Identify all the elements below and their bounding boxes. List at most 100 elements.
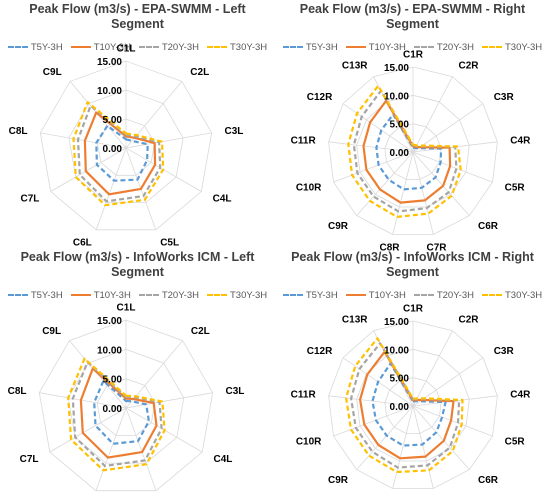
category-label: C13R	[342, 315, 368, 326]
grid-ring	[96, 378, 156, 437]
series-line-t20y-3h	[76, 104, 162, 203]
legend-item-t20y: T20Y-3H	[413, 40, 474, 54]
chart-title: Peak Flow (m3/s) - InfoWorks ICM - Left …	[20, 250, 255, 279]
radar-panel-infoworks-right: Peak Flow (m3/s) - InfoWorks ICM - Right…	[275, 248, 550, 495]
grid-ring	[38, 319, 214, 492]
grid-spoke	[412, 405, 470, 470]
grid-spoke	[392, 151, 414, 235]
category-label: C4R	[510, 136, 531, 147]
grid-spoke	[412, 151, 434, 235]
category-label: C1L	[117, 44, 136, 55]
grid-ring	[356, 348, 470, 462]
legend-item-t30y: T30Y-3H	[482, 288, 542, 302]
category-label: C6R	[478, 475, 499, 486]
legend-item-t20y: T20Y-3H	[138, 40, 199, 54]
chart-title: Peak Flow (m3/s) - InfoWorks ICM - Right…	[291, 250, 534, 279]
category-label: C4R	[510, 390, 531, 401]
legend-item-t30y: T30Y-3H	[482, 40, 542, 54]
chart-legend: T5Y-3H T10Y-3H T20Y-3H T30Y-3H	[275, 40, 550, 54]
legend-label: T30Y-3H	[505, 289, 543, 301]
category-label: C5L	[160, 238, 179, 249]
legend-item-t5y: T5Y-3H	[7, 288, 63, 302]
grid-spoke	[342, 103, 414, 153]
category-label: C1R	[403, 304, 424, 315]
grid-spoke	[412, 151, 493, 183]
legend-label: T5Y-3H	[30, 41, 63, 53]
axis-tick-label: 15.00	[384, 317, 409, 328]
legend-swatch	[413, 294, 434, 296]
legend-label: T10Y-3H	[368, 289, 406, 301]
axis-tick-label: 15.00	[97, 316, 122, 327]
category-label: C9R	[328, 221, 349, 232]
series-line-t10y-3h	[358, 350, 455, 460]
axis-tick-label: 0.00	[390, 148, 410, 159]
series-line-t5y-3h	[95, 124, 149, 182]
category-label: C3L	[226, 386, 245, 397]
category-label: C13R	[342, 61, 368, 72]
legend-label: T10Y-3H	[93, 289, 131, 301]
legend-swatch	[482, 46, 502, 48]
axis-tick-label: 15.00	[97, 57, 122, 68]
radar-plot: 0.005.0010.0015.00C1LC2LC3LC4LC5LC6LC7LC…	[8, 303, 245, 492]
chart-legend: T5Y-3H T10Y-3H T20Y-3H T30Y-3H	[0, 40, 275, 54]
category-label: C9L	[42, 326, 61, 337]
series-line-t30y-3h	[72, 101, 165, 207]
category-label: C5R	[505, 182, 526, 193]
category-label: C8L	[9, 126, 28, 137]
series-line-t20y-3h	[71, 361, 163, 467]
category-label: C3L	[225, 126, 244, 137]
legend-item-t20y: T20Y-3H	[413, 288, 474, 302]
axis-tick-label: 5.00	[103, 375, 123, 386]
axis-tick-label: 0.00	[103, 144, 123, 155]
grid-spoke	[39, 392, 127, 409]
series-line-t5y-3h	[371, 362, 447, 447]
legend-swatch	[282, 46, 303, 48]
category-label: C12R	[307, 346, 333, 357]
grid-spoke	[356, 405, 414, 470]
legend-label: T5Y-3H	[30, 289, 63, 301]
grid-spoke	[40, 132, 127, 149]
series-line-t30y-3h	[344, 337, 464, 474]
legend-swatch	[482, 294, 502, 296]
category-label: C2L	[191, 326, 210, 337]
category-label: C5R	[505, 436, 526, 447]
grid-spoke	[125, 132, 212, 149]
grid-spoke	[49, 407, 127, 453]
radar-plot: 0.005.0010.0015.00C1RC2RC3RC4RC5RC6RC7RC…	[291, 304, 531, 489]
legend-label: T20Y-3H	[436, 289, 474, 301]
category-label: C8R	[379, 243, 400, 254]
legend-item-t30y: T30Y-3H	[207, 40, 267, 54]
axis-tick-label: 5.00	[390, 374, 410, 385]
radar-panel-infoworks-left: Peak Flow (m3/s) - InfoWorks ICM - Left …	[0, 248, 275, 495]
grid-ring	[356, 94, 470, 208]
legend-item-t30y: T30Y-3H	[207, 288, 267, 302]
category-label: C11R	[291, 390, 317, 401]
grid-spoke	[125, 392, 213, 409]
grid-spoke	[412, 76, 453, 153]
grid-spoke	[333, 151, 414, 183]
axis-tick-label: 0.00	[103, 404, 123, 415]
category-label: C11R	[291, 136, 317, 147]
legend-label: T10Y-3H	[93, 41, 131, 53]
grid-spoke	[125, 407, 157, 491]
grid-spoke	[412, 103, 484, 153]
grid-spoke	[333, 405, 414, 437]
category-label: C3R	[494, 92, 515, 103]
category-label: C7L	[20, 194, 39, 205]
legend-swatch	[282, 294, 303, 296]
radar-plot: 0.005.0010.0015.00C1LC2LC3LC4LC5LC6LC7LC…	[9, 44, 244, 249]
category-label: C10R	[296, 436, 322, 447]
legend-label: T5Y-3H	[305, 289, 338, 301]
legend-swatch	[70, 46, 91, 48]
grid-ring	[384, 123, 442, 180]
category-label: C3R	[494, 346, 515, 357]
category-label: C7L	[20, 454, 39, 465]
category-label: C2R	[459, 61, 480, 72]
axis-tick-label: 10.00	[97, 86, 122, 97]
grid-ring	[328, 320, 498, 489]
legend-item-t5y: T5Y-3H	[282, 288, 338, 302]
category-label: C2L	[190, 67, 209, 78]
legend-swatch	[138, 294, 159, 296]
category-label: C9R	[328, 475, 349, 486]
legend-item-t5y: T5Y-3H	[282, 40, 338, 54]
